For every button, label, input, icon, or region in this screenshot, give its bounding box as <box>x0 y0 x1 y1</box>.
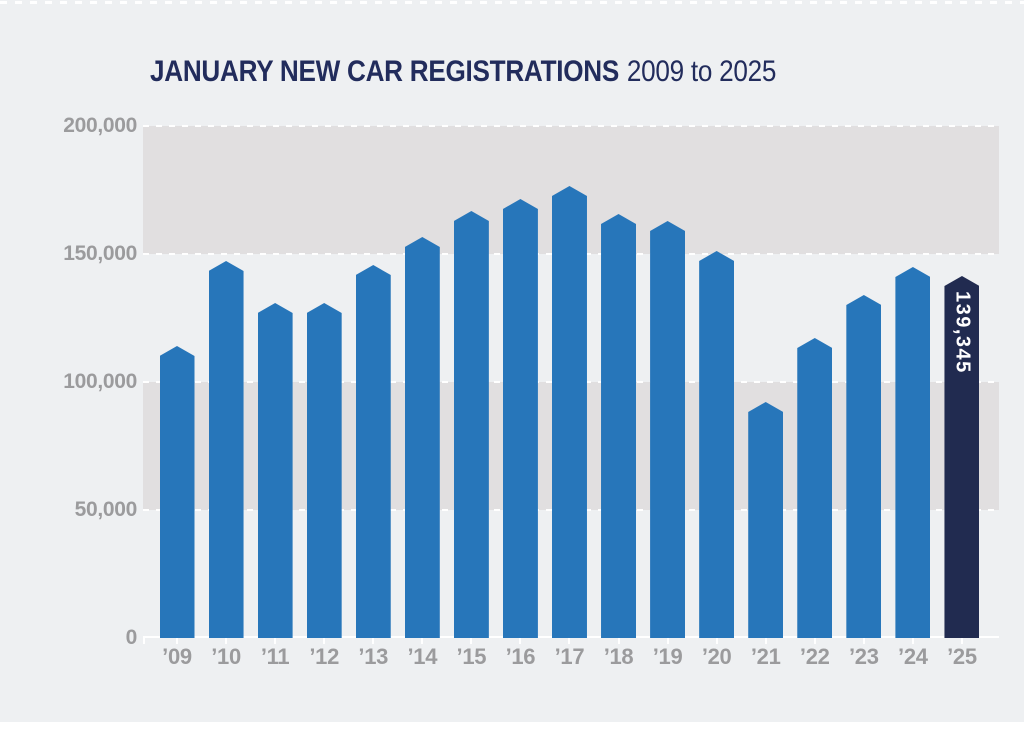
axis-tick-2023 <box>862 638 865 644</box>
x-label-2019: ’19 <box>652 644 683 669</box>
x-label-2024: ’24 <box>898 644 928 669</box>
y-label-0: 0 <box>125 626 138 649</box>
bottom-white-strip <box>0 722 1024 731</box>
x-label-2017: ’17 <box>554 644 585 669</box>
axis-tick-2012 <box>323 638 326 644</box>
gridline-200000 <box>143 125 999 127</box>
bar-2017 <box>551 186 587 638</box>
bar-2024 <box>895 267 931 638</box>
x-label-2020: ’20 <box>701 644 732 669</box>
axis-tick-2017 <box>568 638 571 644</box>
axis-tick-2021 <box>764 638 767 644</box>
x-label-2021: ’21 <box>750 644 781 669</box>
x-label-2023: ’23 <box>848 644 879 669</box>
bar-2018 <box>601 214 637 638</box>
x-label-2012: ’12 <box>309 644 340 669</box>
top-dashed-line <box>0 1 1024 4</box>
axis-tick-2014 <box>421 638 424 644</box>
bar-2013 <box>355 265 391 638</box>
x-label-2018: ’18 <box>603 644 634 669</box>
axis-tick-2011 <box>274 638 277 644</box>
plot-area: ’09 ’10 ’11 ’12 ’13 ’14 ’15 ’16 ’17 ’18 ’19 ’20 ’21 ’… <box>143 125 999 669</box>
axis-tick-start <box>143 638 145 644</box>
bar-2015 <box>453 211 489 638</box>
bar-2016 <box>502 199 538 638</box>
bar-2025: 139,345 <box>944 276 980 638</box>
axis-tick-2009 <box>176 638 178 644</box>
bar-2022 <box>797 338 833 638</box>
x-label-2025: ’25 <box>947 644 977 669</box>
y-label-50000: 50,000 <box>74 498 138 521</box>
axis-tick-2020 <box>715 638 718 644</box>
bar-2023 <box>846 295 882 638</box>
axis-tick-2018 <box>617 638 620 644</box>
bar-2014 <box>404 237 440 638</box>
x-label-2015: ’15 <box>456 644 487 669</box>
chart-title-main: JANUARY NEW CAR REGISTRATIONS <box>150 55 620 88</box>
y-label-150000: 150,000 <box>63 242 137 265</box>
axis-tick-2015 <box>470 638 473 644</box>
axis-tick-2025 <box>960 638 963 644</box>
bar-2019 <box>650 221 686 638</box>
x-label-2013: ’13 <box>358 644 389 669</box>
x-label-2022: ’22 <box>799 644 830 669</box>
chart-title-sub: 2009 to 2025 <box>626 55 777 88</box>
chart-title: JANUARY NEW CAR REGISTRATIONS 2009 to 202… <box>150 54 776 90</box>
bar-2012 <box>306 303 342 638</box>
axis-tick-2022 <box>813 638 816 644</box>
axis-tick-2019 <box>666 638 669 644</box>
axis-tick-2013 <box>372 638 375 644</box>
x-label-2016: ’16 <box>505 644 536 669</box>
axis-tick-2010 <box>225 638 228 644</box>
bar-2021 <box>748 402 784 638</box>
axis-tick-2016 <box>519 638 522 644</box>
y-label-200000: 200,000 <box>63 114 137 137</box>
bar-2010 <box>208 261 244 638</box>
axis-tick-2024 <box>911 638 914 644</box>
highlight-value-label: 139,345 <box>951 291 974 374</box>
bar-2020 <box>699 251 735 638</box>
x-label-2010: ’10 <box>211 644 241 669</box>
bar-2009 <box>159 346 195 638</box>
bar-2011 <box>257 303 293 638</box>
x-label-2011: ’11 <box>260 644 290 669</box>
x-label-2014: ’14 <box>407 644 438 669</box>
x-label-2009: ’09 <box>162 644 192 669</box>
y-label-100000: 100,000 <box>63 370 137 393</box>
